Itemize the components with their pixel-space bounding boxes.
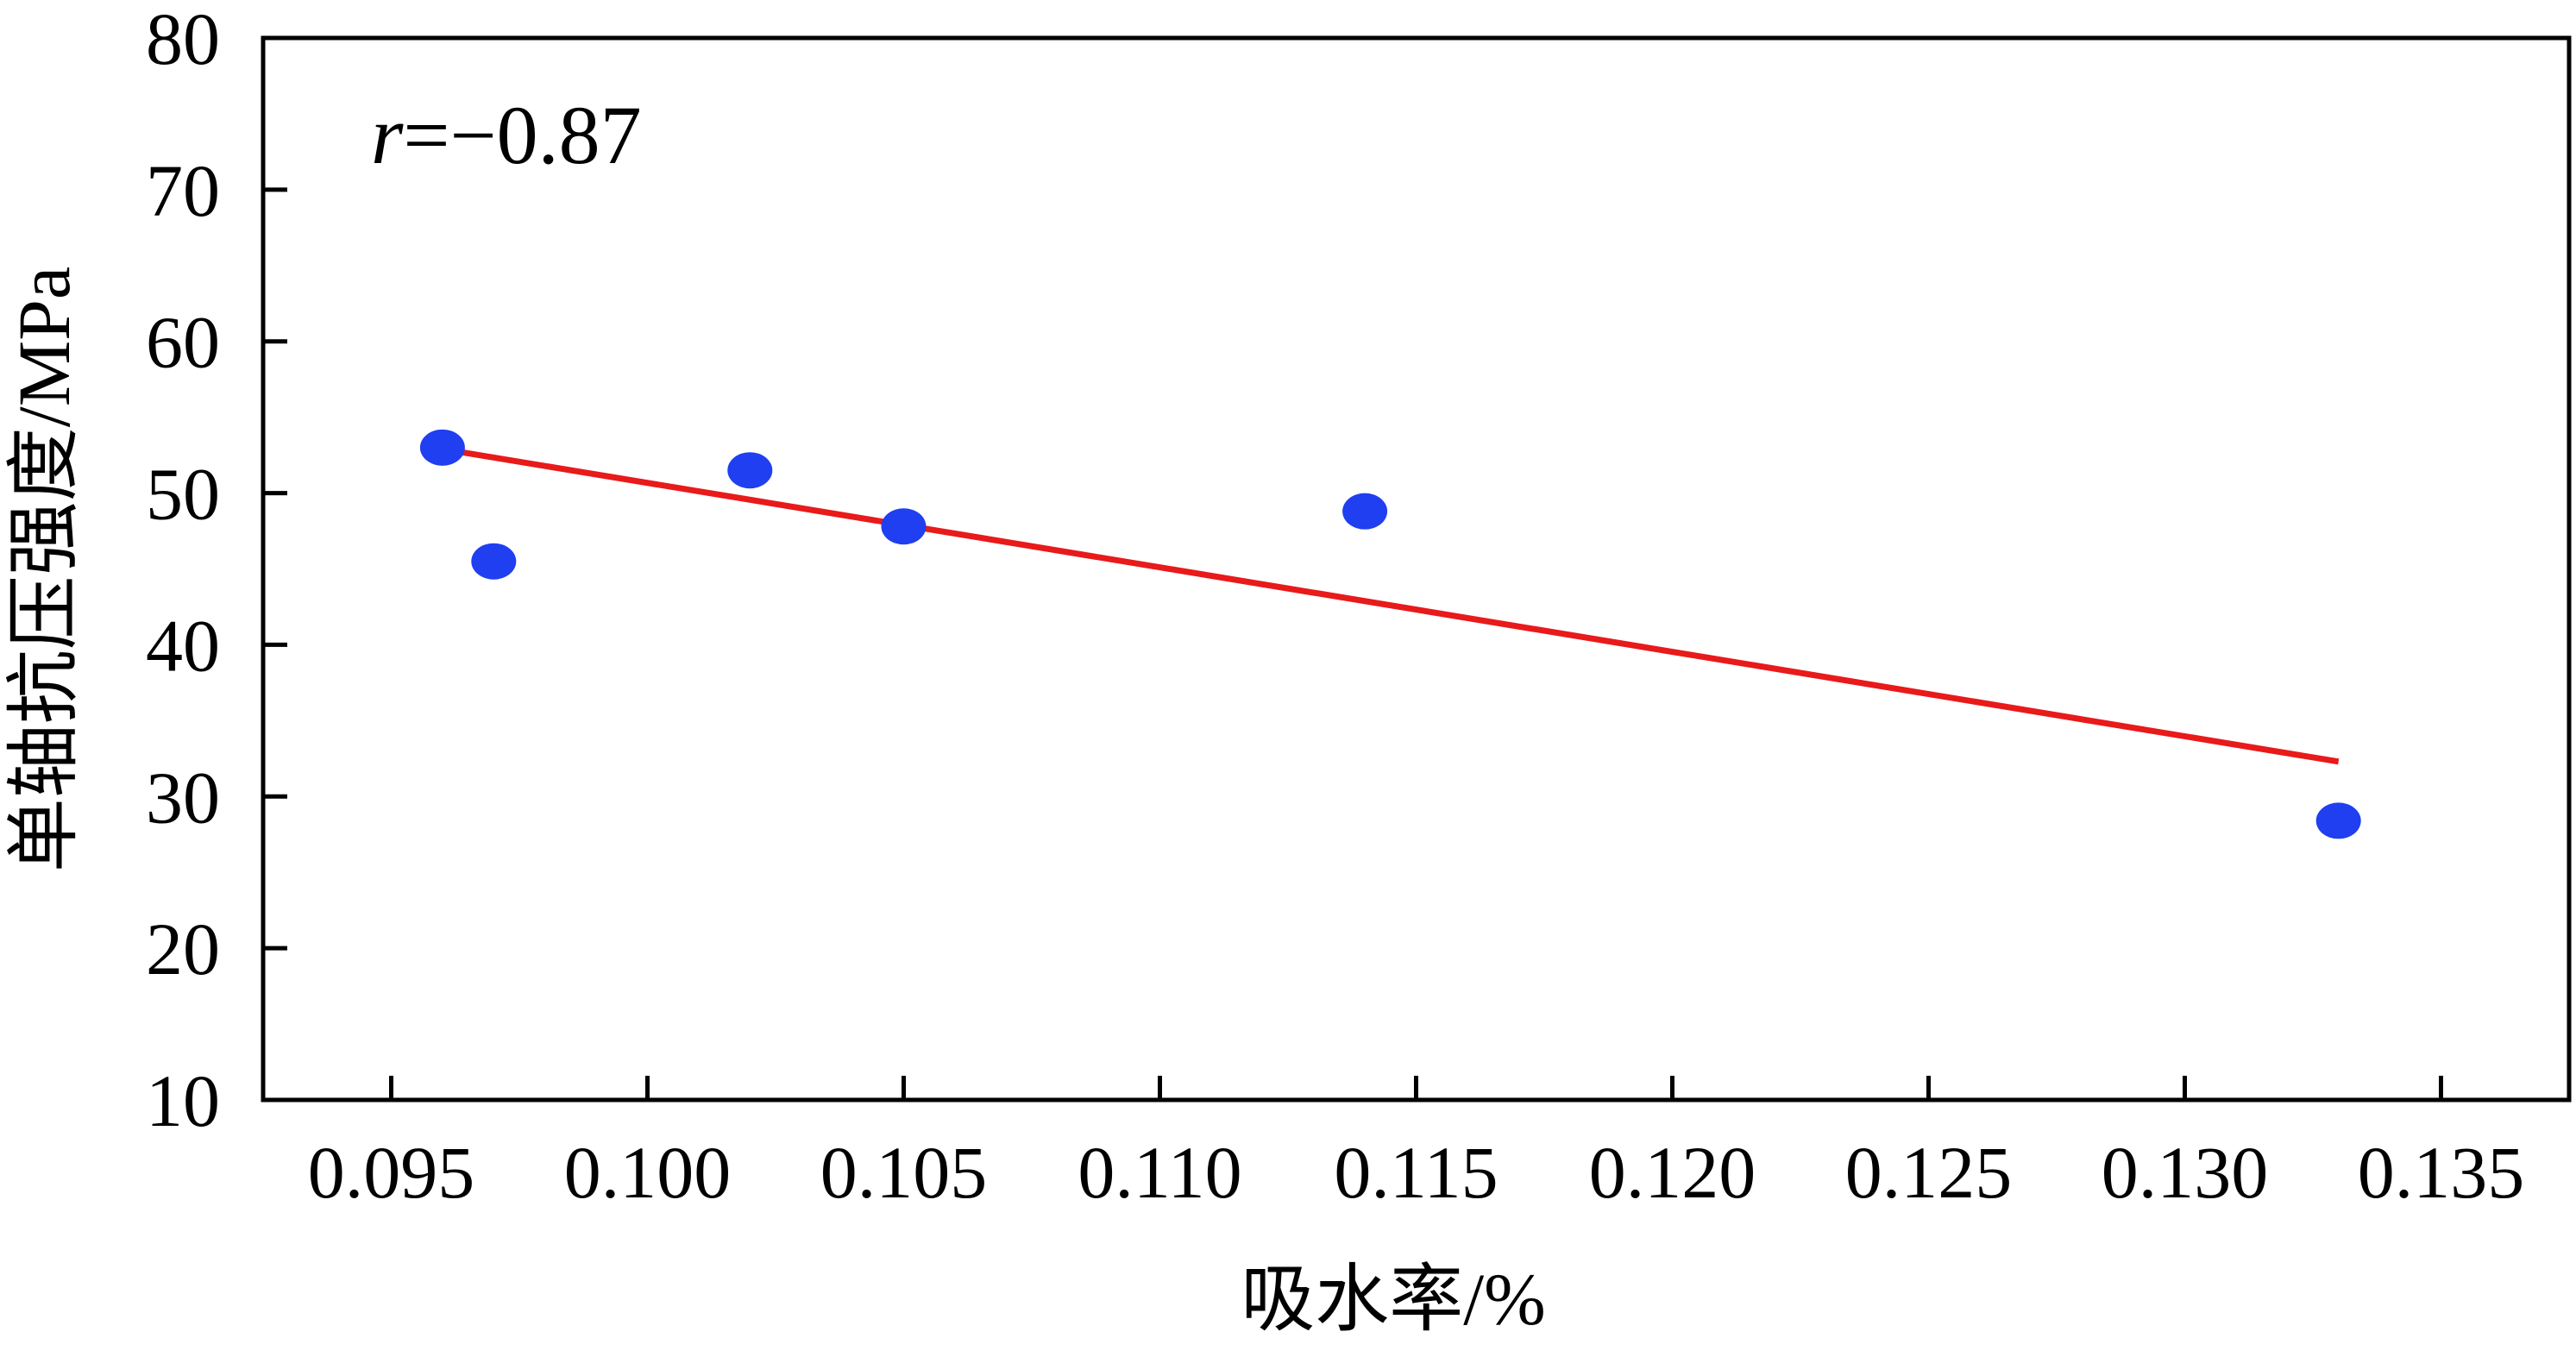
- data-point: [2315, 802, 2361, 839]
- x-tick-label: 0.115: [1334, 1131, 1498, 1214]
- x-tick-label: 0.130: [2102, 1131, 2269, 1214]
- correlation-annotation: r=−0.87: [371, 89, 642, 181]
- data-point: [1342, 493, 1388, 530]
- x-tick-label: 0.125: [1845, 1131, 2013, 1214]
- y-tick-label: 20: [146, 908, 220, 990]
- y-tick-label: 40: [146, 604, 220, 687]
- correlation-variable: r: [371, 89, 404, 181]
- y-tick-label: 70: [146, 149, 220, 232]
- x-axis-title: 吸水率/%: [1241, 1258, 1546, 1341]
- data-point: [419, 429, 465, 466]
- x-tick-label: 0.095: [308, 1131, 475, 1214]
- y-tick-label: 30: [146, 756, 220, 839]
- x-tick-label: 0.120: [1589, 1131, 1756, 1214]
- data-point: [881, 508, 927, 545]
- y-tick-label: 50: [146, 453, 220, 536]
- y-tick-label: 60: [146, 301, 220, 384]
- correlation-value: =−0.87: [403, 89, 641, 181]
- axes: [261, 35, 2572, 1103]
- plot-frame: [261, 35, 2572, 1103]
- y-tick-label: 10: [146, 1059, 220, 1142]
- data-point: [471, 543, 517, 580]
- x-tick-label: 0.135: [2358, 1131, 2525, 1214]
- x-tick-label: 0.110: [1078, 1131, 1241, 1214]
- x-axis-ticks: 0.095 0.100 0.105 0.110 0.115 0.120 0.125 0.130…: [308, 1076, 2525, 1214]
- regression-line: [442, 446, 2340, 765]
- x-tick-label: 0.105: [820, 1131, 988, 1214]
- data-point: [727, 452, 773, 489]
- y-axis-title: 单轴抗压强度/MPa: [3, 267, 85, 872]
- x-tick-label: 0.100: [564, 1131, 732, 1214]
- y-axis-ticks: 10 20 30 40 50 60 70 80: [146, 0, 287, 1142]
- y-tick-label: 80: [146, 0, 220, 80]
- plot-area: [419, 429, 2361, 839]
